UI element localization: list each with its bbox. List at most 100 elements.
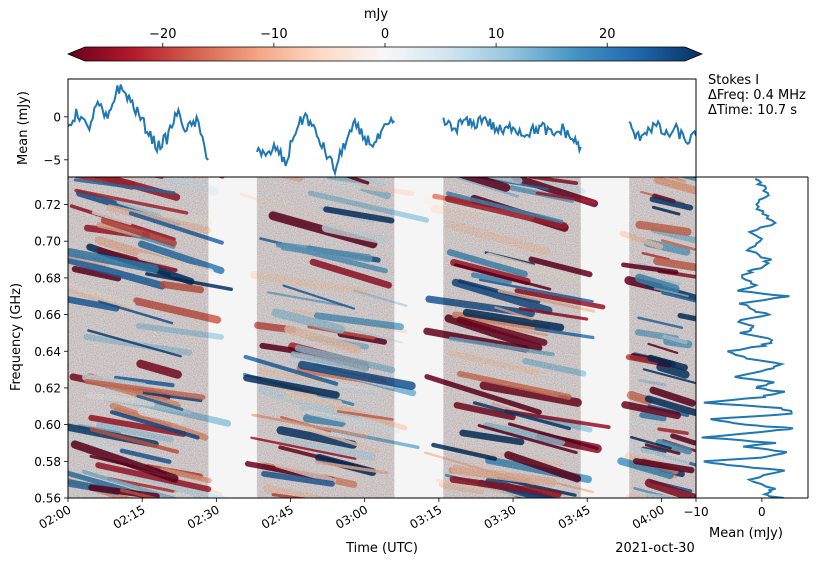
spectral-band [503, 556, 591, 566]
spectral-band [263, 529, 314, 539]
spectral-band [162, 547, 212, 557]
y-tick-label: 0.66 [34, 308, 61, 322]
colorbar-tick-label: 10 [488, 27, 505, 42]
spectral-band [512, 152, 557, 165]
spectral-band [654, 142, 690, 148]
spectral-band [278, 177, 304, 182]
colorbar-label: mJy [364, 7, 388, 22]
spectral-band [427, 136, 514, 148]
spectral-band [427, 126, 513, 152]
info-dtime: ΔTime: 10.7 s [708, 103, 797, 118]
fp-x-tick-label: 0 [758, 505, 766, 519]
x-tick-label: 03:45 [556, 502, 593, 531]
colorbar-tick-label: −10 [260, 27, 287, 42]
y-tick-label: 0.68 [34, 271, 61, 285]
spectral-band [286, 530, 349, 542]
spectral-band [79, 550, 181, 566]
time-series-line [628, 118, 696, 146]
spectral-band [66, 532, 134, 546]
spectral-band [641, 151, 681, 161]
spectral-band [502, 530, 551, 544]
fp-x-tick-label: −10 [683, 505, 708, 519]
spectral-band [159, 145, 224, 164]
info-stokes: Stokes I [708, 73, 759, 88]
spectral-band [455, 544, 547, 566]
spectral-band [137, 155, 210, 168]
spectral-band [312, 525, 401, 539]
data-gap [394, 177, 444, 498]
spectrogram-segment [423, 126, 611, 566]
y-tick-label: 0.56 [34, 492, 61, 506]
spectral-band [242, 539, 354, 566]
spectral-band [281, 163, 322, 176]
spectral-band [674, 536, 694, 540]
spectral-band [662, 118, 703, 130]
spectrogram-segment [66, 145, 233, 566]
spectrogram-segment [617, 118, 703, 541]
y-tick-label: 0.70 [34, 235, 61, 249]
x-tick-label: 02:45 [259, 502, 296, 531]
spectral-band [117, 525, 218, 559]
spectrogram-frame [67, 176, 697, 499]
frequency-profile-line [701, 177, 794, 498]
spectral-band [453, 558, 558, 566]
x-tick-label: 03:00 [333, 502, 370, 531]
colorbar-bar [66, 46, 704, 62]
spectral-band [470, 541, 536, 556]
spectral-band [674, 154, 694, 157]
x-tick-label: 02:30 [185, 502, 222, 531]
time-series-line [68, 84, 209, 161]
x-tick-label: 04:00 [630, 502, 667, 531]
spectral-band [450, 545, 543, 566]
colorbar-tick-label: 20 [599, 27, 616, 42]
colorbar-ticks: −20 −10 0 10 20 [149, 27, 615, 47]
spectral-band [658, 149, 684, 157]
frequency-profile-curve [701, 177, 794, 498]
time-series-line [255, 111, 396, 177]
frequency-profile-x-ticks: −10 0 [683, 498, 766, 519]
x-tick-label: 03:15 [407, 502, 444, 531]
spectrogram-xlabel: Time (UTC) [345, 541, 418, 556]
spectral-band [524, 537, 577, 551]
spectrogram-ylabel: Frequency (GHz) [9, 283, 24, 391]
x-tick-label: 02:15 [111, 502, 148, 531]
spectral-band [524, 144, 571, 152]
colorbar: mJy −20 −10 0 10 20 [66, 7, 704, 62]
spectral-band [499, 158, 593, 175]
frequency-profile-panel: −10 0 Mean (mJy) [683, 176, 809, 541]
spectral-band [487, 533, 601, 555]
colorbar-tick-label: 0 [381, 27, 389, 42]
spectral-band [458, 543, 529, 554]
spectral-band [217, 177, 225, 179]
time-series-ylabel: Mean (mJy) [16, 91, 31, 165]
spectral-band [674, 138, 701, 143]
spectrogram-segment [239, 163, 430, 566]
y-tick-label: 0.62 [34, 381, 61, 395]
spectral-band [436, 133, 485, 145]
x-tick-label: 03:30 [482, 502, 519, 531]
spectral-band [625, 531, 656, 541]
spectrogram-x-ticks: 02:00 02:15 02:30 02:45 03:00 03:15 03:30 03:45… [37, 498, 667, 532]
spectral-band [96, 542, 200, 565]
time-series-line [442, 114, 582, 155]
info-block: Stokes I ΔFreq: 0.4 MHz ΔTime: 10.7 s [708, 73, 806, 118]
info-dfreq: ΔFreq: 0.4 MHz [708, 88, 806, 103]
ts-y-tick-label: 0 [53, 110, 61, 124]
spectral-band [443, 536, 482, 542]
spectrogram-y-ticks: 0.56 0.58 0.60 0.62 0.64 0.66 0.68 0.70 0.72 [34, 198, 68, 506]
time-series-panel: −5 0 Mean (mJy) [16, 78, 697, 178]
ts-y-tick-label: −5 [43, 153, 61, 167]
spectral-band [288, 177, 295, 178]
frequency-profile-xlabel: Mean (mJy) [709, 526, 783, 541]
time-series-lines [68, 84, 696, 177]
date-label: 2021-oct-30 [615, 541, 694, 556]
y-tick-label: 0.58 [34, 455, 61, 469]
spectrogram-image [66, 118, 703, 566]
y-tick-label: 0.60 [34, 418, 61, 432]
time-series-y-ticks: −5 0 [43, 110, 68, 167]
spectral-band [691, 177, 696, 179]
spectral-band [621, 157, 676, 168]
spectrogram-panel: 0.56 0.58 0.60 0.62 0.64 0.66 0.68 0.70 0.72 02:… [9, 118, 703, 566]
spectral-band [151, 177, 164, 180]
